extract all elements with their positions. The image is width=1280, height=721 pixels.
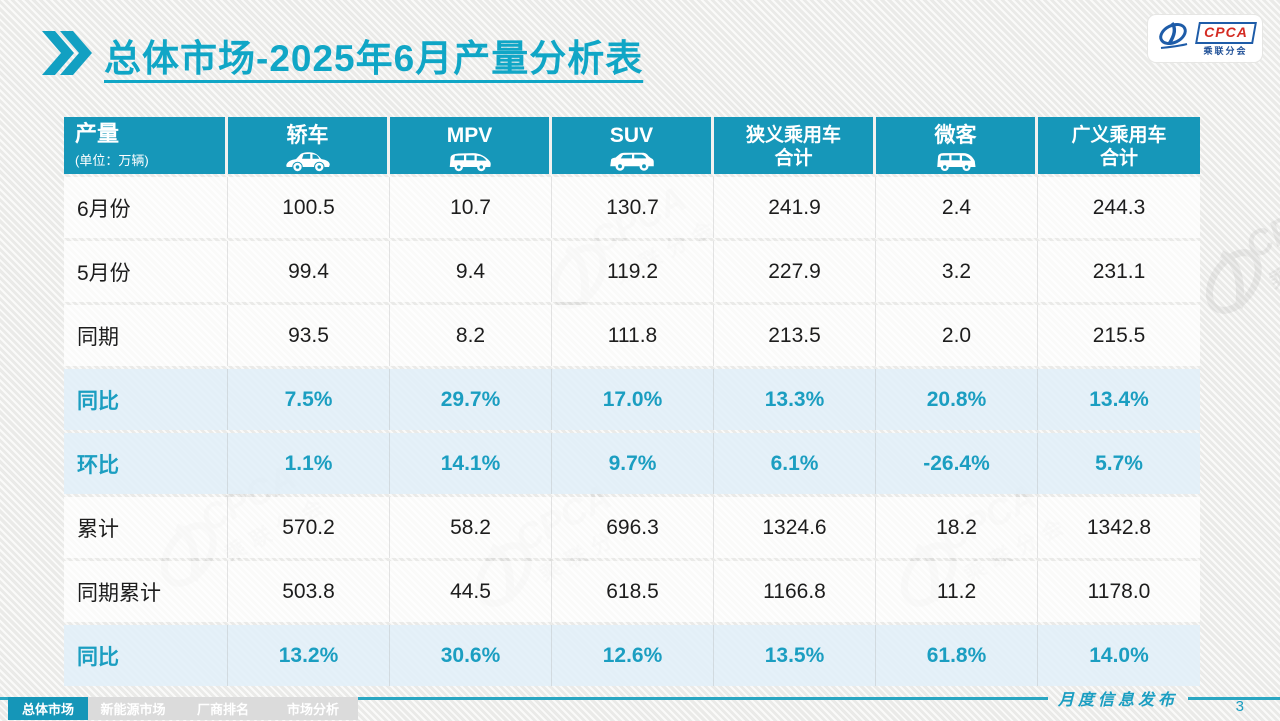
header-cell-sedan: 轿车 xyxy=(228,117,390,174)
table-row-same-period-cumulative: 同期累计 503.8 44.5 618.5 1166.8 11.2 1178.0 xyxy=(64,561,1200,622)
cpca-swoosh-icon xyxy=(1156,20,1192,57)
title-bar: 总体市场-2025年6月产量分析表 xyxy=(42,28,643,82)
tab-overall-market[interactable]: 总体市场 xyxy=(8,697,88,720)
table-row-may: 5月份 99.4 9.4 119.2 227.9 3.2 231.1 xyxy=(64,241,1200,302)
header-row: 产量 (单位：万辆) 轿车 xyxy=(64,117,1200,174)
cpca-logo: CPCA 乘联分会 xyxy=(1148,15,1262,62)
page-title: 总体市场-2025年6月产量分析表 xyxy=(104,38,644,79)
header-cell-microvan: 微客 xyxy=(876,117,1038,174)
header-cell-mpv: MPV xyxy=(390,117,552,174)
page-number: 3 xyxy=(1235,698,1244,715)
watermark-cn-text: 乘联分会 xyxy=(1265,218,1280,294)
suv-icon xyxy=(609,152,654,171)
divider-line-right xyxy=(1188,696,1280,700)
table-row-mom: 环比 1.1% 14.1% 9.7% 6.1% -26.4% 5.7% xyxy=(64,433,1200,494)
footer-tabs: 总体市场 新能源市场 厂商排名 市场分析 xyxy=(8,697,358,720)
header-cell-production: 产量 (单位：万辆) xyxy=(64,117,228,174)
microvan-icon xyxy=(936,152,975,171)
publication-label: 月度信息发布 xyxy=(1057,690,1178,709)
production-table: 产量 (单位：万辆) 轿车 xyxy=(64,114,1200,689)
production-label: 产量 xyxy=(75,121,120,147)
sedan-icon xyxy=(285,151,330,171)
watermark-brand-text: CPCA xyxy=(1238,182,1280,266)
footer-divider: 月度信息发布 xyxy=(0,686,1280,710)
divider-line-left xyxy=(0,696,1048,700)
cpca-banner-text: CPCA xyxy=(1203,23,1248,40)
double-chevron-icon xyxy=(42,30,92,80)
table-row-yoy: 同比 7.5% 29.7% 17.0% 13.3% 20.8% 13.4% xyxy=(64,369,1200,430)
header-cell-suv: SUV xyxy=(552,117,714,174)
tab-market-analysis[interactable]: 市场分析 xyxy=(268,697,358,720)
cpca-cn-label: 乘联分会 xyxy=(1203,45,1248,56)
table-row-cumulative: 累计 570.2 58.2 696.3 1324.6 18.2 1342.8 xyxy=(64,497,1200,558)
header-cell-broad-pv: 广义乘用车 合计 xyxy=(1038,117,1200,174)
mpv-icon xyxy=(449,152,491,171)
table-row-same-period: 同期 93.5 8.2 111.8 213.5 2.0 215.5 xyxy=(64,305,1200,366)
tab-nev-market[interactable]: 新能源市场 xyxy=(88,697,178,720)
tab-oem-ranking[interactable]: 厂商排名 xyxy=(178,697,268,720)
table-row-cumulative-yoy: 同比 13.2% 30.6% 12.6% 13.5% 61.8% 14.0% xyxy=(64,625,1200,686)
header-cell-narrow-pv: 狭义乘用车 合计 xyxy=(714,117,876,174)
table-row-june: 6月份 100.5 10.7 130.7 241.9 2.4 244.3 xyxy=(64,177,1200,238)
cpca-banner: CPCA xyxy=(1194,21,1257,44)
unit-note: (单位：万辆) xyxy=(75,152,149,168)
